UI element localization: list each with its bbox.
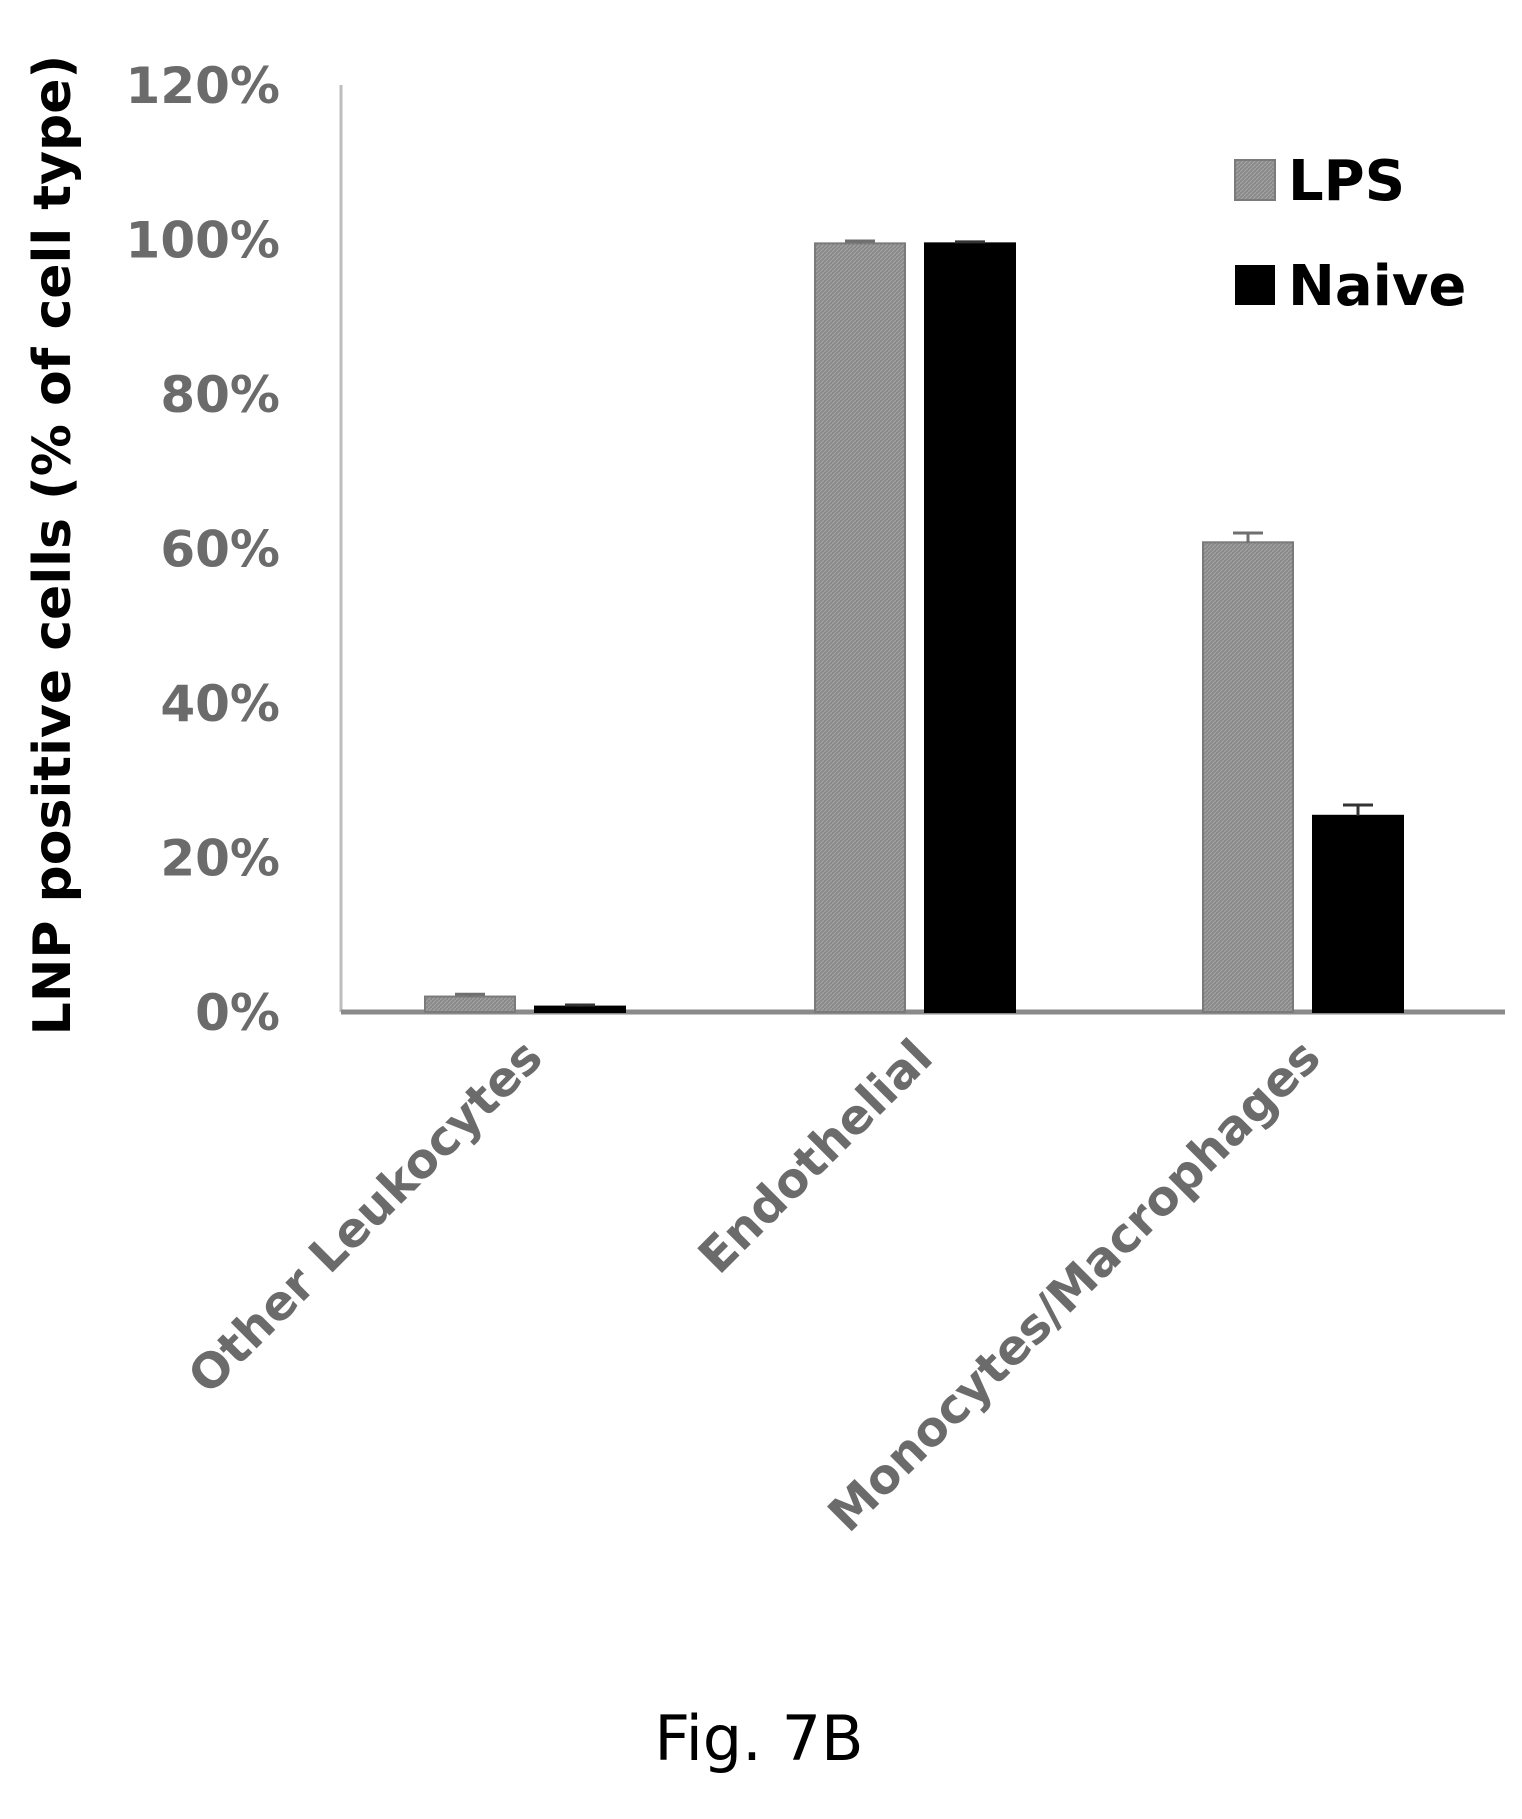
category-labels: Other Leukocytes EndothelialMonocytes/Mac… bbox=[178, 1029, 1332, 1543]
y-tick-label: 40% bbox=[160, 675, 280, 733]
category-label: Other Leukocytes bbox=[178, 1029, 554, 1405]
y-tick-labels: 0% 20% 40% 60% 80% 100% 120% bbox=[126, 57, 280, 1042]
bar-lps-1 bbox=[814, 242, 906, 1014]
bar-naive-2 bbox=[1312, 814, 1404, 1013]
legend-swatch-naive bbox=[1235, 265, 1275, 305]
figure-caption: Fig. 7B bbox=[654, 1702, 863, 1775]
bar-naive-0 bbox=[534, 1005, 626, 1014]
y-axis-title: LNP positive cells (% of cell type) bbox=[23, 55, 83, 1036]
error-bars bbox=[455, 239, 1373, 1007]
y-tick-label: 0% bbox=[195, 984, 280, 1042]
bar-lps-2 bbox=[1202, 541, 1294, 1013]
y-tick-label: 60% bbox=[160, 521, 280, 579]
legend: LPS Naive bbox=[1234, 149, 1466, 319]
bar-lps-0 bbox=[424, 995, 516, 1013]
bar-naive-1 bbox=[924, 242, 1016, 1014]
category-label: Endothelial bbox=[688, 1029, 944, 1285]
legend-label-naive: Naive bbox=[1288, 254, 1466, 319]
bars bbox=[424, 242, 1404, 1014]
y-tick-label: 120% bbox=[126, 57, 280, 115]
legend-swatch-lps bbox=[1234, 159, 1276, 201]
y-tick-label: 20% bbox=[160, 830, 280, 888]
legend-label-lps: LPS bbox=[1288, 149, 1405, 214]
y-tick-label: 80% bbox=[160, 366, 280, 424]
y-tick-label: 100% bbox=[126, 212, 280, 270]
